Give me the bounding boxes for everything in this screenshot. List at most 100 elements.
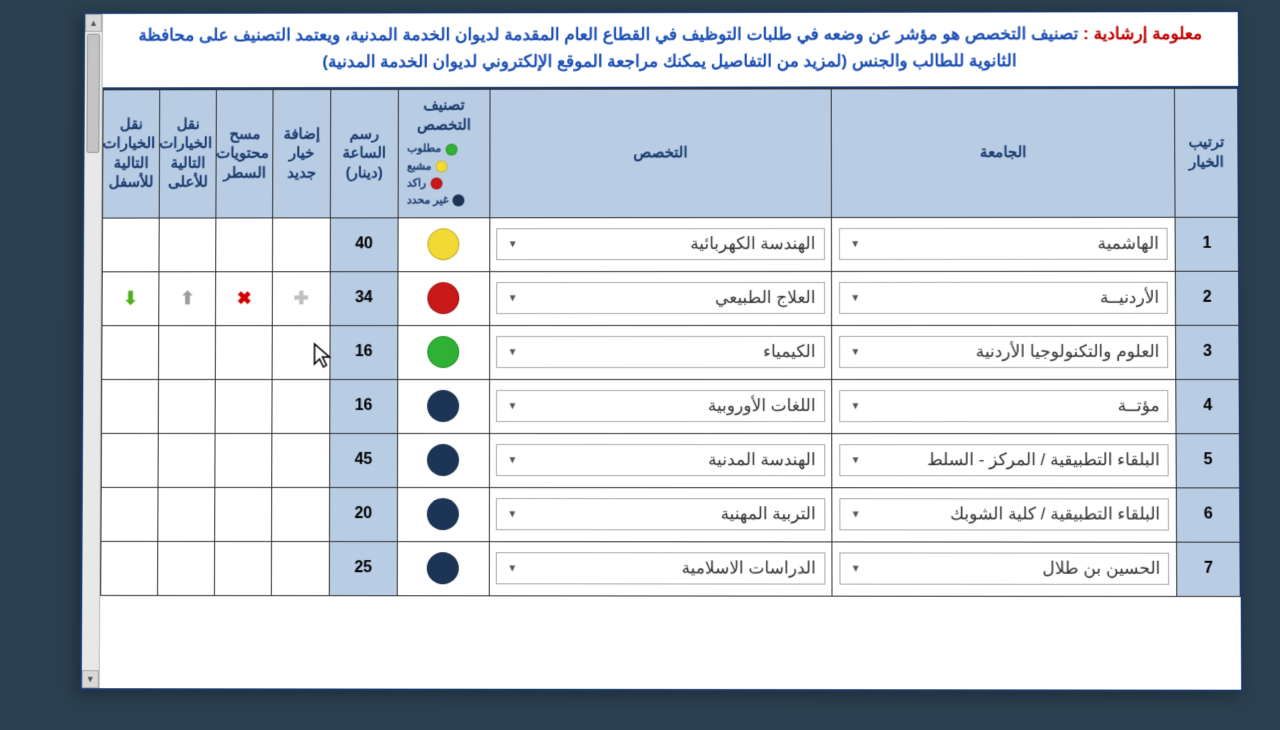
status-dot-icon xyxy=(427,552,459,584)
chevron-down-icon: ▼ xyxy=(505,401,519,412)
classification-cell xyxy=(398,433,489,487)
up-cell xyxy=(158,379,215,433)
legend-dot-icon xyxy=(430,178,442,190)
info-banner: معلومة إرشادية : تصنيف التخصص هو مؤشر عن… xyxy=(103,12,1238,90)
university-cell: العلوم والتكنولوجيا الأردنية▼ xyxy=(832,325,1176,379)
add-cell xyxy=(272,433,329,487)
chevron-down-icon: ▼ xyxy=(849,455,863,466)
th-rank: ترتيب الخيار xyxy=(1175,89,1239,217)
major-select[interactable]: اللغات الأوروبية▼ xyxy=(496,390,824,422)
university-select[interactable]: مؤتــة▼ xyxy=(839,390,1168,422)
clear-icon[interactable]: ✖ xyxy=(232,286,256,310)
classification-cell xyxy=(397,487,488,541)
scroll-up-arrow[interactable]: ▲ xyxy=(85,14,102,32)
table-row: 1الهاشمية▼الهندسة الكهربائية▼40 xyxy=(102,217,1238,272)
page: ▲ ▼ معلومة إرشادية : تصنيف التخصص هو مؤش… xyxy=(80,10,1243,692)
chevron-down-icon: ▼ xyxy=(849,509,863,520)
chevron-down-icon: ▼ xyxy=(848,239,862,250)
legend-label: مطلوب xyxy=(407,142,442,156)
scroll-thumb[interactable] xyxy=(86,34,99,153)
table-row: 2الأردنيــة▼العلاج الطبيعي▼34✚✖⬆⬇ xyxy=(102,271,1239,325)
major-cell: الدراسات الاسلامية▼ xyxy=(489,541,833,595)
up-icon[interactable]: ⬆ xyxy=(175,286,199,310)
dropdown-value: العلاج الطبيعي xyxy=(519,288,815,308)
th-classification: تصنيف التخصص مطلوبمشبعراكدغير محدد xyxy=(398,90,489,218)
university-select[interactable]: الهاشمية▼ xyxy=(839,228,1168,260)
university-cell: الحسين بن طلال▼ xyxy=(832,541,1177,596)
classification-cell xyxy=(397,541,489,595)
clear-cell xyxy=(215,379,272,433)
rank-cell: 5 xyxy=(1176,433,1239,487)
major-cell: الهندسة الكهربائية▼ xyxy=(489,217,832,271)
up-cell: ⬆ xyxy=(159,271,216,325)
chevron-down-icon: ▼ xyxy=(505,347,519,358)
scroll-down-arrow[interactable]: ▼ xyxy=(82,670,99,688)
down-cell xyxy=(102,325,159,379)
major-select[interactable]: الهندسة المدنية▼ xyxy=(496,444,824,476)
th-up: نقل الخيارات التالية للأعلى xyxy=(159,90,216,218)
dropdown-value: الكيمياء xyxy=(519,342,815,362)
major-select[interactable]: الكيمياء▼ xyxy=(496,336,824,368)
dropdown-value: الدراسات الاسلامية xyxy=(519,558,816,578)
chevron-down-icon: ▼ xyxy=(848,401,862,412)
status-dot-icon xyxy=(428,282,460,314)
university-select[interactable]: العلوم والتكنولوجيا الأردنية▼ xyxy=(839,336,1168,368)
th-add: إضافة خيار جديد xyxy=(273,90,330,218)
vertical-scrollbar[interactable]: ▲ ▼ xyxy=(82,14,103,688)
up-cell xyxy=(158,487,215,541)
up-cell xyxy=(159,325,216,379)
university-select[interactable]: البلقاء التطبيقية / المركز - السلط▼ xyxy=(839,444,1169,476)
down-cell xyxy=(102,218,159,272)
chevron-down-icon: ▼ xyxy=(505,509,519,520)
university-select[interactable]: البلقاء التطبيقية / كلية الشوبك▼ xyxy=(840,498,1170,530)
dropdown-value: العلوم والتكنولوجيا الأردنية xyxy=(862,342,1159,362)
add-cell xyxy=(272,541,329,595)
clear-cell xyxy=(216,325,273,379)
status-dot-icon xyxy=(428,336,460,368)
th-fee: رسم الساعة (دينار) xyxy=(330,90,399,218)
fee-cell: 40 xyxy=(330,217,398,271)
university-cell: مؤتــة▼ xyxy=(832,379,1176,433)
legend-item: مشبع xyxy=(407,159,448,173)
major-cell: التربية المهنية▼ xyxy=(489,487,832,541)
dropdown-value: الحسين بن طلال xyxy=(863,559,1161,579)
rank-cell: 4 xyxy=(1176,379,1239,433)
add-cell: ✚ xyxy=(273,271,330,325)
university-select[interactable]: الحسين بن طلال▼ xyxy=(840,553,1170,585)
status-dot-icon xyxy=(428,228,460,260)
th-clear: مسح محتويات السطر xyxy=(216,90,273,218)
legend-label: مشبع xyxy=(407,159,432,173)
down-icon[interactable]: ⬇ xyxy=(119,286,143,310)
fee-cell: 45 xyxy=(329,433,398,487)
dropdown-value: الهندسة المدنية xyxy=(519,450,816,470)
fee-cell: 16 xyxy=(329,379,398,433)
university-select[interactable]: الأردنيــة▼ xyxy=(839,282,1168,314)
table-row: 5البلقاء التطبيقية / المركز - السلط▼ الهن… xyxy=(101,433,1239,487)
major-select[interactable]: الهندسة الكهربائية▼ xyxy=(497,228,825,260)
chevron-down-icon: ▼ xyxy=(505,563,519,574)
legend-dot-icon xyxy=(436,160,448,172)
dropdown-value: الهاشمية xyxy=(862,234,1159,254)
classification-cell xyxy=(398,271,489,325)
down-cell xyxy=(101,433,158,487)
major-select[interactable]: الدراسات الاسلامية▼ xyxy=(496,552,825,584)
th-down: نقل الخيارات التالية للأسفل xyxy=(103,90,160,217)
table-row: 6البلقاء التطبيقية / كلية الشوبك▼التربية… xyxy=(101,487,1240,542)
legend-label: غير محدد xyxy=(407,194,449,208)
major-select[interactable]: العلاج الطبيعي▼ xyxy=(497,282,825,314)
major-select[interactable]: التربية المهنية▼ xyxy=(496,498,825,530)
rank-cell: 1 xyxy=(1175,217,1238,271)
add-cell xyxy=(272,379,329,433)
add-icon[interactable]: ✚ xyxy=(289,286,313,310)
clear-cell xyxy=(215,487,272,541)
fee-cell: 16 xyxy=(329,325,398,379)
dropdown-value: مؤتــة xyxy=(862,396,1159,416)
chevron-down-icon: ▼ xyxy=(506,239,520,250)
dropdown-value: البلقاء التطبيقية / كلية الشوبك xyxy=(863,504,1161,524)
university-cell: البلقاء التطبيقية / المركز - السلط▼ xyxy=(832,433,1176,487)
table-row: 4مؤتــة▼اللغات الأوروبية▼16 xyxy=(101,379,1239,433)
up-cell xyxy=(158,433,215,487)
classification-cell xyxy=(398,379,489,433)
rank-cell: 7 xyxy=(1177,542,1241,596)
legend-label: راكد xyxy=(407,176,426,190)
